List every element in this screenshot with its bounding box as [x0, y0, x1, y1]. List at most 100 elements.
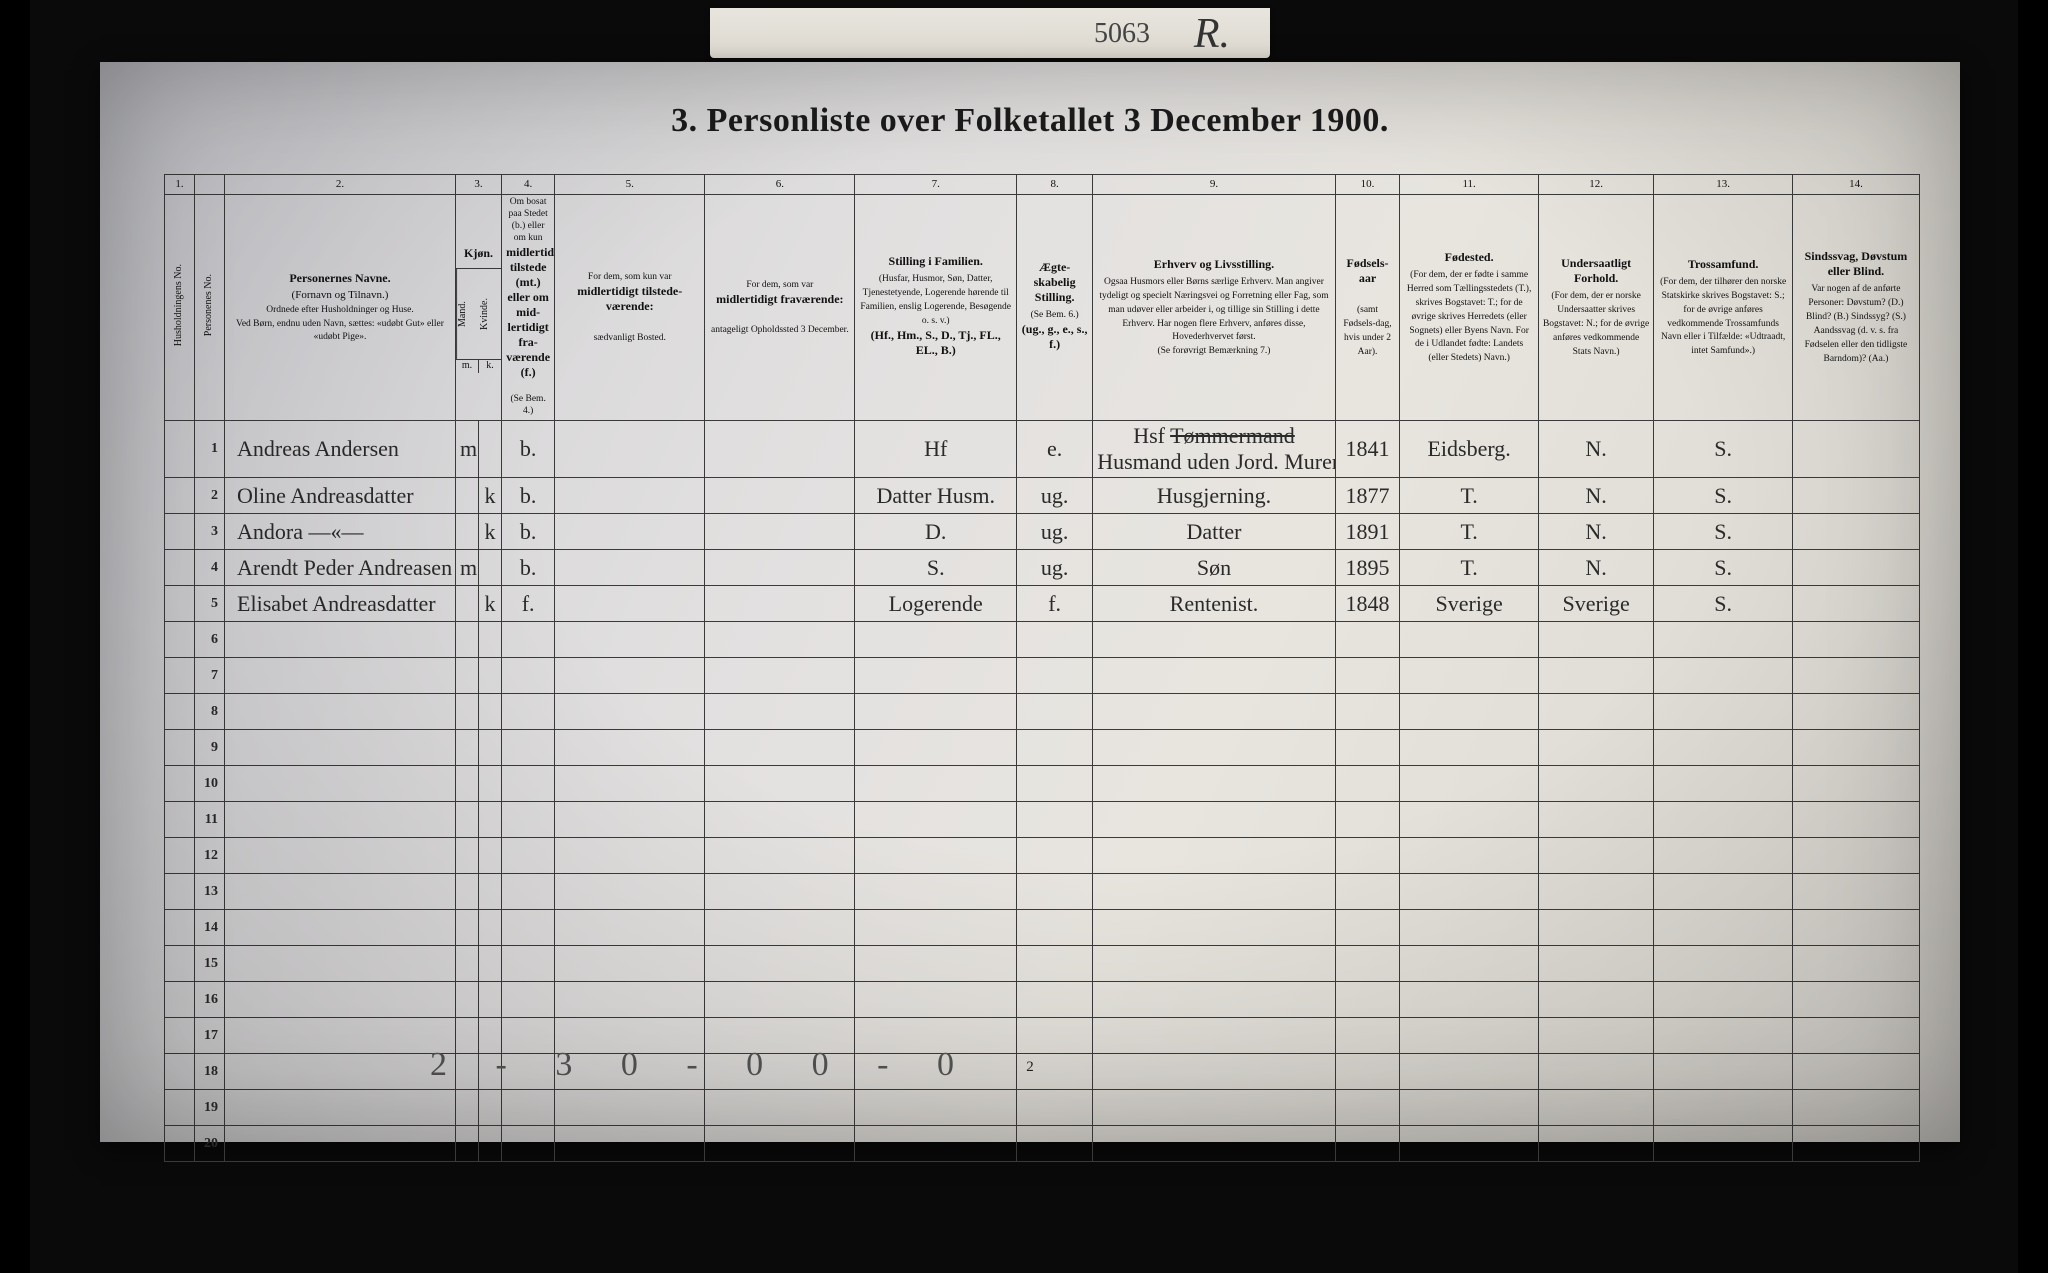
- cell-temp-absent: [705, 658, 855, 694]
- cell-sex-m: [455, 658, 478, 694]
- cell-resident: [502, 982, 555, 1018]
- colnum: 4.: [502, 175, 555, 195]
- cell-name: Arendt Peder Andreasen: [225, 550, 456, 586]
- cell-marital: [1017, 802, 1093, 838]
- cell-sex-k: k: [479, 478, 502, 514]
- cell-occupation: [1093, 910, 1335, 946]
- cell-person-no: 18: [195, 1054, 225, 1090]
- cell-disability: [1792, 766, 1919, 802]
- cell-birthyear: [1335, 802, 1400, 838]
- document-sheet: 3. Personliste over Folketallet 3 Decemb…: [100, 62, 1960, 1142]
- cell-person-no: 15: [195, 946, 225, 982]
- cell-nationality: N.: [1538, 550, 1653, 586]
- cell-occupation: [1093, 1018, 1335, 1054]
- cell-occupation: [1093, 1126, 1335, 1162]
- hdr-birthplace: Fødested. (For dem, der er fødte i samme…: [1400, 195, 1539, 421]
- cell-birthyear: [1335, 874, 1400, 910]
- cell-nationality: [1538, 1090, 1653, 1126]
- cell-nationality: [1538, 874, 1653, 910]
- cell-sex-k: [479, 1090, 502, 1126]
- cell-family-pos: S.: [855, 550, 1017, 586]
- colnum: 5.: [555, 175, 705, 195]
- hdr-person-no: Personenes No.: [195, 195, 225, 421]
- cell-religion: S.: [1654, 514, 1793, 550]
- cell-name: [225, 874, 456, 910]
- cell-household-no: [165, 766, 195, 802]
- cell-religion: S.: [1654, 478, 1793, 514]
- colnum: 11.: [1400, 175, 1539, 195]
- cell-birthplace: [1400, 1018, 1539, 1054]
- cell-sex-m: [455, 838, 478, 874]
- cell-sex-m: m: [455, 421, 478, 478]
- cell-name: [225, 910, 456, 946]
- cell-temp-absent: [705, 514, 855, 550]
- cell-marital: ug.: [1017, 514, 1093, 550]
- cell-sex-k: [479, 802, 502, 838]
- cell-family-pos: [855, 838, 1017, 874]
- cell-temp-absent: [705, 478, 855, 514]
- cell-temp-absent: [705, 982, 855, 1018]
- cell-family-pos: [855, 1126, 1017, 1162]
- cell-religion: [1654, 1090, 1793, 1126]
- cell-disability: [1792, 586, 1919, 622]
- census-table: 1. 2. 3. 4. 5. 6. 7. 8. 9. 10. 11. 12. 1…: [164, 174, 1920, 1162]
- cell-marital: [1017, 946, 1093, 982]
- table-row: 6: [165, 622, 1920, 658]
- cell-nationality: [1538, 622, 1653, 658]
- colnum: 3.: [455, 175, 501, 195]
- cell-person-no: 16: [195, 982, 225, 1018]
- cell-family-pos: [855, 910, 1017, 946]
- cell-sex-k: [479, 910, 502, 946]
- cell-occupation: [1093, 622, 1335, 658]
- cell-family-pos: [855, 1090, 1017, 1126]
- cell-nationality: Sverige: [1538, 586, 1653, 622]
- cell-occupation: Rentenist.: [1093, 586, 1335, 622]
- cell-sex-m: [455, 982, 478, 1018]
- cell-family-pos: Hf: [855, 421, 1017, 478]
- cell-sex-k: [479, 946, 502, 982]
- cell-marital: [1017, 982, 1093, 1018]
- cell-temp-absent: [705, 550, 855, 586]
- cell-birthplace: [1400, 1126, 1539, 1162]
- cell-birthplace: T.: [1400, 514, 1539, 550]
- cell-birthplace: [1400, 802, 1539, 838]
- table-row: 14: [165, 910, 1920, 946]
- cell-birthyear: [1335, 910, 1400, 946]
- cell-person-no: 5: [195, 586, 225, 622]
- table-row: 19: [165, 1090, 1920, 1126]
- pencil-annotation: 2 - 3 0 - 0 0 - 0: [430, 1046, 974, 1084]
- table-row: 1Andreas Andersenmb.Hfe.Hsf TømmermandHu…: [165, 421, 1920, 478]
- cell-temp-present: [555, 1126, 705, 1162]
- table-row: 4Arendt Peder Andreasenmb.S.ug.Søn1895T.…: [165, 550, 1920, 586]
- cell-birthyear: 1895: [1335, 550, 1400, 586]
- cell-resident: [502, 658, 555, 694]
- cell-disability: [1792, 1018, 1919, 1054]
- cell-birthyear: [1335, 1054, 1400, 1090]
- cell-marital: [1017, 730, 1093, 766]
- cell-occupation: [1093, 730, 1335, 766]
- cell-birthyear: 1877: [1335, 478, 1400, 514]
- cell-name: [225, 1126, 456, 1162]
- page-marker-tab: 5063 R.: [710, 8, 1270, 58]
- cell-family-pos: [855, 622, 1017, 658]
- cell-household-no: [165, 982, 195, 1018]
- cell-temp-present: [555, 910, 705, 946]
- footer-page-number: 2: [1026, 1059, 1034, 1076]
- cell-sex-m: [455, 874, 478, 910]
- cell-sex-k: k: [479, 586, 502, 622]
- cell-sex-m: [455, 730, 478, 766]
- cell-marital: [1017, 838, 1093, 874]
- cell-family-pos: [855, 982, 1017, 1018]
- table-row: 11: [165, 802, 1920, 838]
- cell-sex-k: [479, 1126, 502, 1162]
- cell-sex-k: [479, 550, 502, 586]
- cell-marital: [1017, 658, 1093, 694]
- colnum: 7.: [855, 175, 1017, 195]
- cell-nationality: [1538, 982, 1653, 1018]
- cell-name: Elisabet Andreasdatter: [225, 586, 456, 622]
- cell-family-pos: [855, 694, 1017, 730]
- cell-sex-k: [479, 622, 502, 658]
- cell-temp-absent: [705, 766, 855, 802]
- cell-family-pos: [855, 730, 1017, 766]
- cell-temp-present: [555, 946, 705, 982]
